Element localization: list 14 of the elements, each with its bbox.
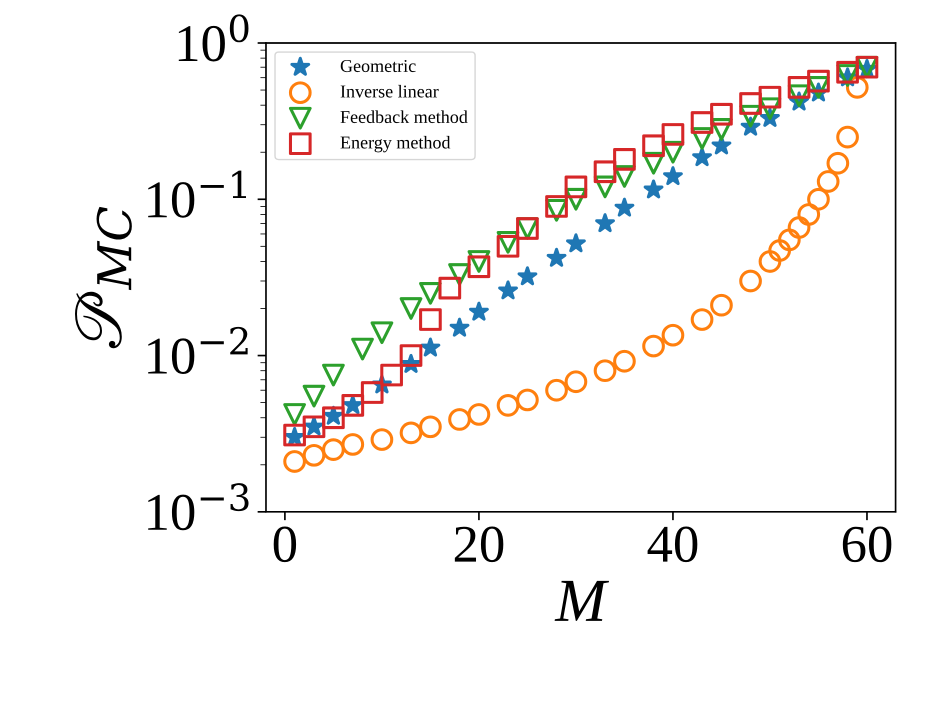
y-tick-label: 10$^{−3}$ <box>148 483 249 530</box>
legend-label: Inverse linear <box>340 84 439 98</box>
legend-label: Geometric <box>340 60 416 72</box>
x-tick-label: 0 <box>274 526 296 562</box>
x-tick-label: 40 <box>648 526 698 562</box>
legend-label: Energy method <box>340 136 450 152</box>
y-tick-label: 10$^{0}$ <box>178 14 248 62</box>
x-tick-label: 20 <box>454 526 504 562</box>
y-axis-title: 𝒫$_{MC}$ <box>75 206 132 348</box>
y-tick-label: 10$^{−2}$ <box>148 326 248 374</box>
x-tick-label: 60 <box>842 526 892 562</box>
x-axis-title: M <box>554 580 610 621</box>
legend-label: Feedback method <box>340 110 468 124</box>
y-tick-label: 10$^{−1}$ <box>148 170 246 218</box>
